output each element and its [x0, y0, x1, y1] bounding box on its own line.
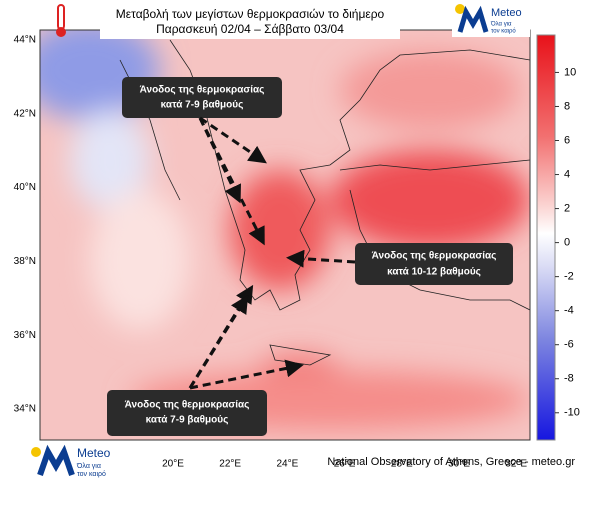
lon-label: 32°E	[505, 459, 527, 470]
lat-label: 38°N	[14, 256, 36, 267]
lon-label: 22°E	[219, 459, 241, 470]
colorbar-tick-label: -6	[564, 339, 574, 351]
colorbar-tick-label: 4	[564, 168, 570, 180]
annotation-text: Άνοδος της θερμοκρασίας	[125, 400, 250, 411]
logo-name: Meteo	[491, 7, 522, 19]
footer: National Observatory of Athens, Greece -…	[327, 456, 575, 468]
colorbar-tick-label: -2	[564, 271, 574, 283]
title-box	[100, 5, 400, 39]
logo-name: Meteo	[77, 446, 111, 460]
lon-label: 26°E	[334, 459, 356, 470]
thermometer-icon	[56, 4, 66, 37]
lat-label: 34°N	[14, 404, 36, 415]
colorbar-tick-label: 0	[564, 237, 570, 249]
logo-tagline: Όλα για	[490, 22, 512, 28]
colorbar-tick-label: -8	[564, 373, 574, 385]
annotation-text: Άνοδος της θερμοκρασίας	[372, 251, 497, 262]
logo-top: Meteo Όλα για τον καιρό	[452, 3, 530, 37]
lon-label: 30°E	[448, 459, 470, 470]
lon-labels: 20°E 22°E 24°E 26°E 28°E 30°E 32°E	[162, 459, 527, 470]
colorbar-tick-label: 6	[564, 134, 570, 146]
lon-label: 20°E	[162, 459, 184, 470]
lon-label: 28°E	[391, 459, 413, 470]
lat-label: 36°N	[14, 330, 36, 341]
lat-label: 40°N	[14, 182, 36, 193]
lat-labels: 44°N 42°N 40°N 38°N 36°N 34°N	[14, 35, 36, 415]
logo-tagline: τον καιρό	[491, 28, 516, 35]
lat-label: 42°N	[14, 108, 36, 119]
annotation-text: κατά 7-9 βαθμούς	[146, 415, 229, 426]
logo-bottom: Meteo Όλα για τον καιρό	[31, 444, 111, 478]
title: Μεταβολή των μεγίστων θερμοκρασιών το δι…	[116, 7, 385, 21]
annotation: Άνοδος της θερμοκρασίας κατά 7-9 βαθμούς	[122, 77, 282, 118]
colorbar-tick-label: -4	[564, 305, 574, 317]
logo-tagline: Όλα για	[76, 463, 101, 470]
colorbar-tick-label: 8	[564, 100, 570, 112]
colorbar	[536, 34, 556, 441]
lon-label: 24°E	[277, 459, 299, 470]
subtitle: Παρασκευή 02/04 – Σάββατο 03/04	[156, 22, 344, 36]
arrows	[188, 116, 356, 390]
colorbar-tick-label: -10	[564, 407, 580, 419]
colorbar-ticks: 10 8 6 4 2 0 -2 -4 -6 -8 -10	[555, 66, 580, 419]
annotation: Άνοδος της θερμοκρασίας κατά 7-9 βαθμούς	[107, 390, 267, 436]
annotation-text: κατά 10-12 βαθμούς	[387, 267, 481, 278]
annotation-text: Άνοδος της θερμοκρασίας	[140, 85, 265, 96]
colorbar-tick-label: 2	[564, 202, 570, 214]
colorbar-tick-label: 10	[564, 66, 576, 78]
annotation: Άνοδος της θερμοκρασίας κατά 10-12 βαθμο…	[355, 243, 513, 285]
logo-tagline: τον καιρό	[77, 470, 106, 478]
annotation-text: κατά 7-9 βαθμούς	[161, 100, 244, 111]
lat-label: 44°N	[14, 35, 36, 46]
